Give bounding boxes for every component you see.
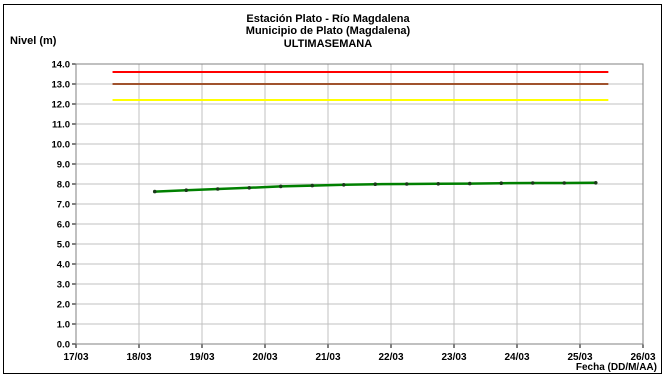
y-tick-label: 3.0 xyxy=(57,280,70,291)
title-line-3: ULTIMASEMANA xyxy=(284,38,372,50)
y-tick-label: 14.0 xyxy=(52,60,71,71)
chart-frame: Estación Plato - Río Magdalena Municipio… xyxy=(3,4,662,374)
series-layer xyxy=(152,181,598,194)
y-tick-label: 9.0 xyxy=(57,160,70,171)
data-point xyxy=(310,183,315,188)
data-point xyxy=(341,183,346,187)
y-tick-label: 6.0 xyxy=(57,220,70,231)
y-tick-label: 8.0 xyxy=(57,180,70,191)
data-point xyxy=(247,186,252,190)
chart-svg: Estación Plato - Río Magdalena Municipio… xyxy=(10,13,657,373)
y-tick-label: 12.0 xyxy=(52,100,71,111)
grid xyxy=(72,63,644,348)
title-line-1: Estación Plato - Río Magdalena xyxy=(246,13,410,25)
x-tick-label: 23/03 xyxy=(441,352,466,363)
threshold-lines xyxy=(112,71,609,101)
data-point xyxy=(436,182,441,186)
y-tick-label: 13.0 xyxy=(52,80,71,91)
data-point xyxy=(499,181,504,185)
data-point xyxy=(593,181,598,185)
x-axis-label: Fecha (DD/M/AA) xyxy=(576,362,657,373)
data-point xyxy=(467,181,472,186)
x-tick-label: 17/03 xyxy=(63,352,88,363)
x-tick-label: 25/03 xyxy=(567,352,592,363)
y-tick-labels: 0.0 1.0 2.0 3.0 4.0 5.0 6.0 7.0 8.0 9.0 10.0 11.0 12… xyxy=(52,60,71,351)
y-tick-label: 7.0 xyxy=(57,200,70,211)
x-tick-label: 22/03 xyxy=(378,352,403,363)
plot-area-border xyxy=(75,63,644,345)
y-tick-label: 1.0 xyxy=(57,320,70,331)
x-tick-label: 19/03 xyxy=(189,352,214,363)
x-tick-label: 18/03 xyxy=(126,352,151,363)
data-point xyxy=(404,182,409,186)
data-point xyxy=(184,188,189,192)
y-tick-label: 11.0 xyxy=(52,120,70,131)
title-line-2: Municipio de Plato (Magdalena) xyxy=(246,25,411,37)
x-tick-label: 26/03 xyxy=(630,352,655,363)
data-point xyxy=(278,184,283,189)
y-tick-label: 10.0 xyxy=(52,140,71,151)
x-tick-label: 21/03 xyxy=(315,352,340,363)
x-tick-labels: 17/03 18/03 19/03 20/03 21/03 22/03 23/03 24/03… xyxy=(63,352,655,363)
chart-title: Estación Plato - Río Magdalena Municipio… xyxy=(246,13,411,50)
y-tick-label: 2.0 xyxy=(57,300,70,311)
x-tick-label: 24/03 xyxy=(504,352,529,363)
data-point xyxy=(215,187,220,191)
y-tick-label: 0.0 xyxy=(57,340,70,351)
data-point xyxy=(373,182,378,186)
data-point xyxy=(530,181,535,185)
y-tick-label: 4.0 xyxy=(57,260,70,271)
y-tick-label: 5.0 xyxy=(57,240,70,251)
x-tick-label: 20/03 xyxy=(252,352,277,363)
data-point xyxy=(152,189,157,194)
data-point xyxy=(562,181,567,185)
y-axis-label: Nivel (m) xyxy=(10,35,57,47)
